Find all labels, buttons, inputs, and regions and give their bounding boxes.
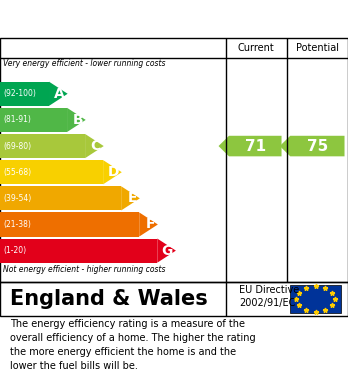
Text: B: B <box>72 113 83 127</box>
Bar <box>0 160 103 184</box>
Text: The energy efficiency rating is a measure of the
overall efficiency of a home. T: The energy efficiency rating is a measur… <box>10 319 256 371</box>
Text: (81-91): (81-91) <box>3 115 31 124</box>
Polygon shape <box>139 212 158 237</box>
Polygon shape <box>67 108 86 132</box>
Polygon shape <box>85 134 104 158</box>
Text: (39-54): (39-54) <box>3 194 32 203</box>
Text: (1-20): (1-20) <box>3 246 26 255</box>
Polygon shape <box>157 239 176 263</box>
Text: Potential: Potential <box>296 43 339 53</box>
Text: (55-68): (55-68) <box>3 168 32 177</box>
Polygon shape <box>49 82 68 106</box>
Text: E: E <box>127 191 137 205</box>
Text: G: G <box>162 244 173 258</box>
Text: (69-80): (69-80) <box>3 142 32 151</box>
Text: EU Directive
2002/91/EC: EU Directive 2002/91/EC <box>239 285 300 308</box>
Polygon shape <box>121 186 140 210</box>
Text: (21-38): (21-38) <box>3 220 31 229</box>
Text: Very energy efficient - lower running costs: Very energy efficient - lower running co… <box>3 59 166 68</box>
Text: 71: 71 <box>245 138 266 154</box>
Bar <box>0 108 67 132</box>
Text: C: C <box>91 139 101 153</box>
Text: A: A <box>54 87 65 101</box>
Text: Not energy efficient - higher running costs: Not energy efficient - higher running co… <box>3 265 166 274</box>
Bar <box>0 134 85 158</box>
Bar <box>0 212 139 237</box>
Text: England & Wales: England & Wales <box>10 289 208 309</box>
Bar <box>0 82 49 106</box>
Polygon shape <box>280 136 345 156</box>
Text: Energy Efficiency Rating: Energy Efficiency Rating <box>10 10 239 28</box>
Text: D: D <box>108 165 119 179</box>
Bar <box>0 239 157 263</box>
Text: Current: Current <box>238 43 275 53</box>
Text: F: F <box>145 217 155 231</box>
Polygon shape <box>219 136 282 156</box>
Text: (92-100): (92-100) <box>3 89 36 98</box>
Polygon shape <box>103 160 122 184</box>
Bar <box>290 285 341 312</box>
Text: 75: 75 <box>307 138 328 154</box>
Bar <box>0 186 121 210</box>
